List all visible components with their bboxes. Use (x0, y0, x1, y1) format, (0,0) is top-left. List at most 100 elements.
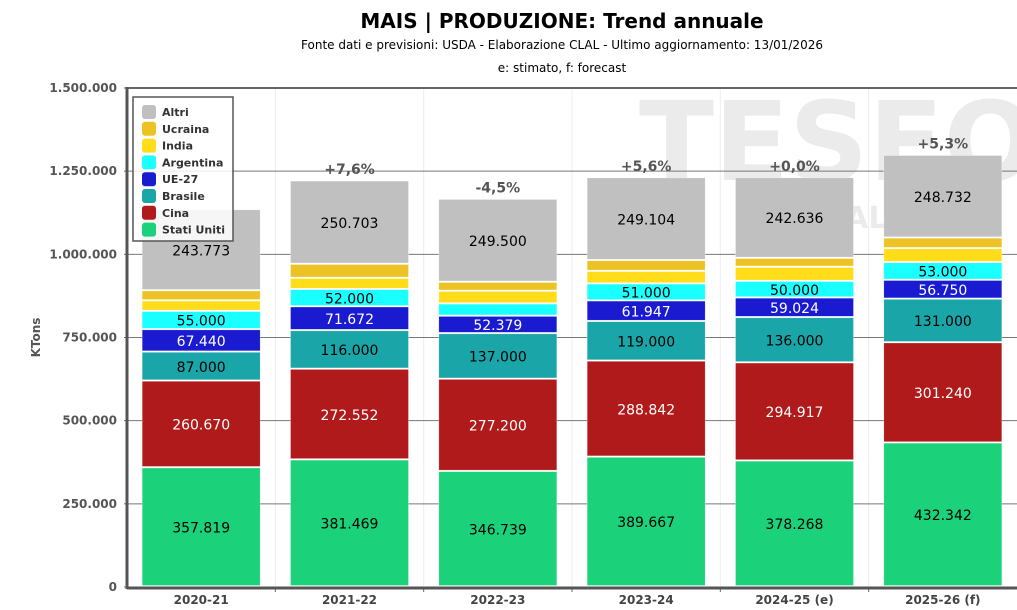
bar-segment-ucraina[interactable] (141, 290, 261, 300)
bar-segment-ue-27[interactable] (735, 297, 854, 317)
bar-segment-argentina[interactable] (141, 311, 261, 329)
legend-item-altri[interactable]: Altri (142, 105, 189, 119)
bar-segment-stati-uniti[interactable] (438, 471, 558, 586)
legend-item-brasile[interactable]: Brasile (142, 189, 205, 203)
gridlines (127, 87, 1017, 587)
bar-segment-argentina[interactable] (290, 289, 409, 306)
x-tick-label: 2024-25 (e) (755, 593, 833, 607)
bar-segment-cina[interactable] (290, 369, 409, 459)
y-tick-label: 250.000 (62, 497, 117, 511)
bar-segment-cina[interactable] (735, 362, 854, 460)
bar-segment-ue-27[interactable] (290, 306, 409, 330)
legend-item-argentina[interactable]: Argentina (142, 155, 223, 170)
bar-segment-ucraina[interactable] (883, 238, 1003, 248)
legend-item-stati-uniti[interactable]: Stati Uniti (142, 222, 225, 237)
bar-segment-brasile[interactable] (735, 317, 854, 362)
data-label: 55.000 (177, 314, 226, 330)
legend-swatch (142, 172, 156, 187)
data-label: 137.000 (469, 350, 527, 366)
data-label: 272.552 (321, 408, 379, 424)
bar-segment-ue-27[interactable] (438, 316, 558, 333)
data-label: 119.000 (617, 334, 675, 350)
data-label: 71.672 (325, 312, 374, 328)
pct-change-label: -4,5% (476, 180, 521, 196)
bar-segment-cina[interactable] (438, 379, 558, 471)
bar-segment-stati-uniti[interactable] (735, 460, 854, 586)
bar-segment-altri[interactable] (290, 180, 409, 264)
bar-segment-india[interactable] (586, 271, 706, 283)
y-tick-label: 1.000.000 (49, 247, 117, 261)
data-label: 136.000 (766, 333, 824, 349)
legend-swatch (142, 121, 156, 136)
bar-segment-brasile[interactable] (586, 321, 706, 361)
data-label: 87.000 (177, 360, 226, 376)
legend-swatch (142, 189, 156, 203)
y-tick-label: 1.500.000 (49, 81, 117, 95)
bar-segment-india[interactable] (735, 267, 854, 281)
bar-segment-stati-uniti[interactable] (290, 459, 409, 586)
data-label: 53.000 (918, 265, 967, 281)
bar-segment-stati-uniti[interactable] (586, 457, 706, 586)
data-label: 131.000 (914, 314, 972, 330)
bar-segment-ucraina[interactable] (438, 282, 558, 291)
bar-stack-2023-24: 389.667 288.842 119.000 61.947 51.000 249.104… (586, 159, 706, 586)
bar-segment-ucraina[interactable] (735, 258, 854, 267)
data-label: 432.342 (914, 508, 972, 524)
bar-segment-india[interactable] (883, 248, 1003, 262)
bar-segment-ue-27[interactable] (586, 300, 706, 321)
data-label: 294.917 (766, 405, 824, 421)
y-tick-label: 1.250.000 (49, 164, 117, 178)
bar-segment-argentina[interactable] (735, 281, 854, 297)
legend-label: Ucraina (162, 123, 209, 136)
data-label: 357.819 (172, 520, 230, 536)
data-label: 250.703 (321, 216, 379, 232)
pct-change-label: +7,6% (324, 162, 375, 178)
bar-segment-argentina[interactable] (586, 283, 706, 300)
bar-segment-stati-uniti[interactable] (141, 467, 261, 586)
data-label: 248.732 (914, 190, 972, 206)
x-tick-label: 2021-22 (322, 593, 377, 607)
bar-segment-brasile[interactable] (290, 330, 409, 369)
legend-label: UE-27 (162, 173, 198, 186)
legend-item-ucraina[interactable]: Ucraina (142, 121, 209, 136)
bar-segment-ucraina[interactable] (290, 264, 409, 278)
chart-title: MAIS | PRODUZIONE: Trend annuale (360, 9, 764, 33)
bar-segment-ucraina[interactable] (586, 260, 706, 271)
legend-item-india[interactable]: India (142, 138, 193, 153)
data-label: 51.000 (622, 286, 671, 302)
data-label: 116.000 (321, 343, 379, 359)
legend-swatch (142, 105, 156, 119)
legend-item-ue-27[interactable]: UE-27 (142, 172, 198, 187)
data-label: 242.636 (766, 211, 824, 227)
bar-segment-altri[interactable] (735, 177, 854, 258)
bar-segment-cina[interactable] (883, 342, 1003, 442)
y-axis-label: KTons (29, 318, 43, 358)
legend-item-cina[interactable]: Cina (142, 205, 189, 220)
bar-segment-brasile[interactable] (141, 352, 261, 380)
bar-segment-altri[interactable] (586, 177, 706, 260)
bar-segment-india[interactable] (141, 300, 261, 311)
bar-segment-brasile[interactable] (883, 299, 1003, 342)
pct-change-label: +5,3% (918, 137, 969, 153)
bar-segment-brasile[interactable] (438, 333, 558, 379)
bar-segment-ue-27[interactable] (883, 280, 1003, 299)
data-label: 56.750 (918, 283, 967, 299)
bar-segment-stati-uniti[interactable] (883, 442, 1003, 586)
bar-segment-cina[interactable] (141, 380, 261, 467)
bar-segment-cina[interactable] (586, 361, 706, 457)
bar-segment-argentina[interactable] (438, 303, 558, 316)
legend-label: Altri (162, 106, 189, 119)
legend-label: Stati Uniti (162, 224, 225, 237)
bar-segment-altri[interactable] (883, 155, 1003, 238)
bar-segment-altri[interactable] (438, 199, 558, 282)
bar-segment-argentina[interactable] (883, 262, 1003, 280)
data-label: 389.667 (617, 515, 675, 531)
data-label: 59.024 (770, 301, 819, 317)
legend-swatch (142, 138, 156, 153)
data-label: 381.469 (321, 517, 379, 533)
bar-segment-india[interactable] (290, 278, 409, 289)
x-tick-label: 2020-21 (174, 593, 229, 607)
bar-segment-india[interactable] (438, 291, 558, 303)
bar-segment-ue-27[interactable] (141, 329, 261, 352)
data-label: 277.200 (469, 419, 527, 435)
